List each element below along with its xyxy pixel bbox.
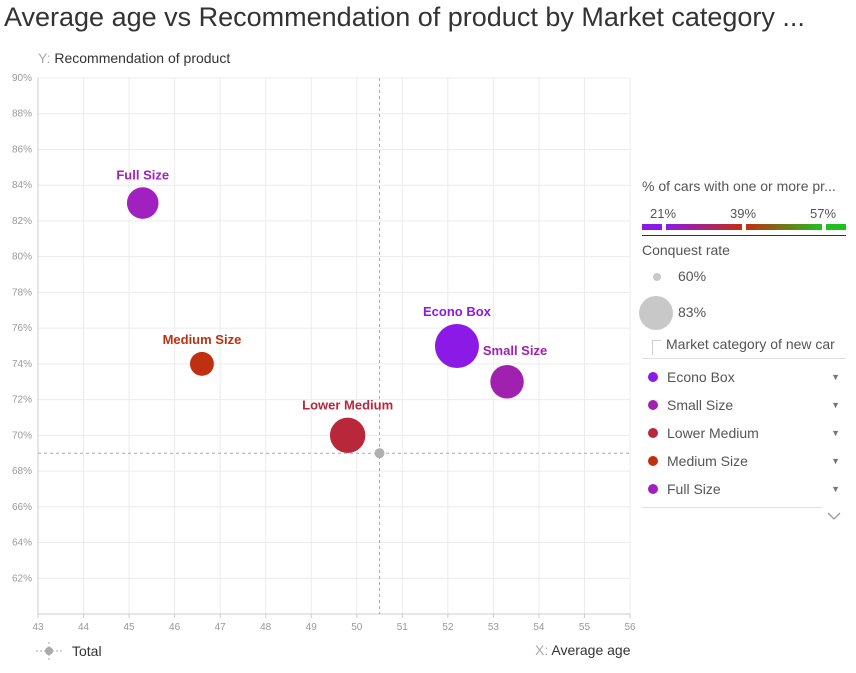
axes bbox=[37, 78, 631, 618]
size-small-icon bbox=[653, 273, 661, 281]
total-legend-label: Total bbox=[72, 643, 102, 659]
category-legend-item[interactable]: Small Size ▼ bbox=[642, 391, 846, 419]
chevron-down-icon[interactable] bbox=[824, 508, 844, 524]
y-tick-label: 72% bbox=[12, 395, 32, 406]
legend-divider bbox=[642, 235, 846, 236]
x-tick-label: 49 bbox=[306, 622, 318, 633]
x-tick-label: 47 bbox=[215, 622, 227, 633]
y-axis-prefix: Y: bbox=[38, 50, 51, 66]
category-divider bbox=[642, 358, 846, 359]
legend-panel: % of cars with one or more pr... 21% 39%… bbox=[639, 178, 846, 520]
caret-down-icon[interactable]: ▼ bbox=[831, 372, 840, 382]
x-tick-label: 50 bbox=[351, 622, 363, 633]
y-tick-label: 68% bbox=[12, 466, 32, 477]
category-legend-item[interactable]: Full Size ▼ bbox=[642, 475, 846, 503]
y-tick-label: 74% bbox=[12, 359, 32, 370]
size-legend-item-large: 83% bbox=[639, 292, 846, 332]
bubble-label: Medium Size bbox=[163, 332, 242, 347]
y-tick-label: 88% bbox=[12, 109, 32, 120]
y-tick-label: 62% bbox=[12, 573, 32, 584]
tick-labels: 43 44 45 46 47 48 49 50 51 52 53 54 55 56 62% 64% 66% 68%… bbox=[12, 73, 636, 633]
bubble-point bbox=[490, 364, 524, 399]
y-axis-caption: Y: Recommendation of product bbox=[38, 50, 230, 66]
caret-down-icon[interactable]: ▼ bbox=[831, 456, 840, 466]
caret-down-icon[interactable]: ▼ bbox=[831, 400, 840, 410]
size-large-label: 83% bbox=[678, 304, 707, 320]
chart-title: Average age vs Recommendation of product… bbox=[4, 2, 805, 32]
category-legend-title: Market category of new car bbox=[666, 336, 835, 352]
x-tick-label: 54 bbox=[533, 622, 545, 633]
y-tick-label: 86% bbox=[12, 144, 32, 155]
category-legend-item[interactable]: Medium Size ▼ bbox=[642, 447, 846, 475]
bubble-label: Lower Medium bbox=[302, 398, 393, 413]
x-tick-label: 43 bbox=[32, 622, 44, 633]
color-stop-high: 57% bbox=[810, 206, 837, 221]
y-tick-label: 82% bbox=[12, 216, 32, 227]
category-color-dot bbox=[648, 372, 658, 382]
total-crosshair bbox=[38, 78, 630, 614]
y-tick-label: 84% bbox=[12, 180, 32, 191]
color-stop-mid: 39% bbox=[730, 206, 757, 221]
category-legend-item[interactable]: Lower Medium ▼ bbox=[642, 419, 846, 447]
x-tick-label: 45 bbox=[124, 622, 136, 633]
category-label: Medium Size bbox=[667, 453, 748, 469]
color-legend-title: % of cars with one or more pr... bbox=[642, 178, 836, 194]
size-small-label: 60% bbox=[678, 268, 707, 284]
total-point bbox=[374, 448, 385, 459]
x-tick-label: 44 bbox=[78, 622, 90, 633]
caret-down-icon[interactable]: ▼ bbox=[831, 484, 840, 494]
y-tick-label: 80% bbox=[12, 252, 32, 263]
x-axis-caption: X: Average age bbox=[535, 642, 631, 658]
x-tick-label: 56 bbox=[624, 622, 636, 633]
color-stop-low: 21% bbox=[650, 206, 677, 221]
bubble-point bbox=[329, 417, 366, 454]
grid-lines bbox=[38, 77, 631, 614]
size-legend-item-small: 60% bbox=[642, 258, 846, 292]
total-marker-icon bbox=[36, 642, 62, 660]
x-tick-label: 46 bbox=[169, 622, 181, 633]
total-legend[interactable]: Total bbox=[36, 642, 102, 660]
category-legend-item[interactable]: Econo Box ▼ bbox=[642, 363, 846, 391]
bubble-point bbox=[126, 187, 159, 219]
x-tick-label: 48 bbox=[260, 622, 272, 633]
caret-down-icon[interactable]: ▼ bbox=[831, 428, 840, 438]
size-legend-title: Conquest rate bbox=[642, 242, 730, 258]
color-legend-stops: 21% 39% 57% bbox=[642, 206, 846, 224]
y-tick-label: 76% bbox=[12, 323, 32, 334]
category-label: Lower Medium bbox=[667, 425, 759, 441]
category-label: Full Size bbox=[667, 481, 721, 497]
y-tick-label: 90% bbox=[12, 73, 32, 84]
bubble-labels: Full Size Medium Size Lower Medium Econo Bo… bbox=[116, 167, 547, 412]
category-color-dot bbox=[648, 400, 658, 410]
category-color-dot bbox=[648, 456, 658, 466]
category-label: Small Size bbox=[667, 397, 734, 413]
y-tick-label: 66% bbox=[12, 502, 32, 513]
bubbles bbox=[126, 187, 524, 454]
category-color-dot bbox=[648, 428, 658, 438]
x-tick-label: 51 bbox=[397, 622, 409, 633]
size-large-icon bbox=[639, 296, 673, 330]
x-axis-label: Average age bbox=[551, 642, 631, 658]
bubble-label: Full Size bbox=[116, 167, 169, 182]
y-tick-label: 70% bbox=[12, 430, 32, 441]
bubble-point bbox=[434, 324, 479, 368]
y-axis-label: Recommendation of product bbox=[54, 50, 231, 66]
x-axis-prefix: X: bbox=[535, 642, 549, 658]
x-tick-label: 55 bbox=[579, 622, 591, 633]
x-tick-label: 53 bbox=[488, 622, 500, 633]
category-legend-header: Market category of new car bbox=[642, 336, 846, 358]
bubble-label: Small Size bbox=[483, 343, 547, 358]
bubble-point bbox=[189, 351, 214, 376]
y-tick-label: 64% bbox=[12, 538, 32, 549]
color-gradient-bar bbox=[642, 224, 846, 230]
y-tick-label: 78% bbox=[12, 287, 32, 298]
scatter-chart[interactable]: 43 44 45 46 47 48 49 50 51 52 53 54 55 56 62% 64% 66% 68%… bbox=[0, 0, 640, 673]
bubble-label: Econo Box bbox=[423, 304, 492, 319]
category-list-bottom bbox=[642, 507, 822, 508]
category-label: Econo Box bbox=[667, 369, 735, 385]
x-tick-label: 52 bbox=[442, 622, 454, 633]
category-color-dot bbox=[648, 484, 658, 494]
category-list: Econo Box ▼ Small Size ▼ Lower Medium ▼ Medium… bbox=[642, 363, 846, 503]
